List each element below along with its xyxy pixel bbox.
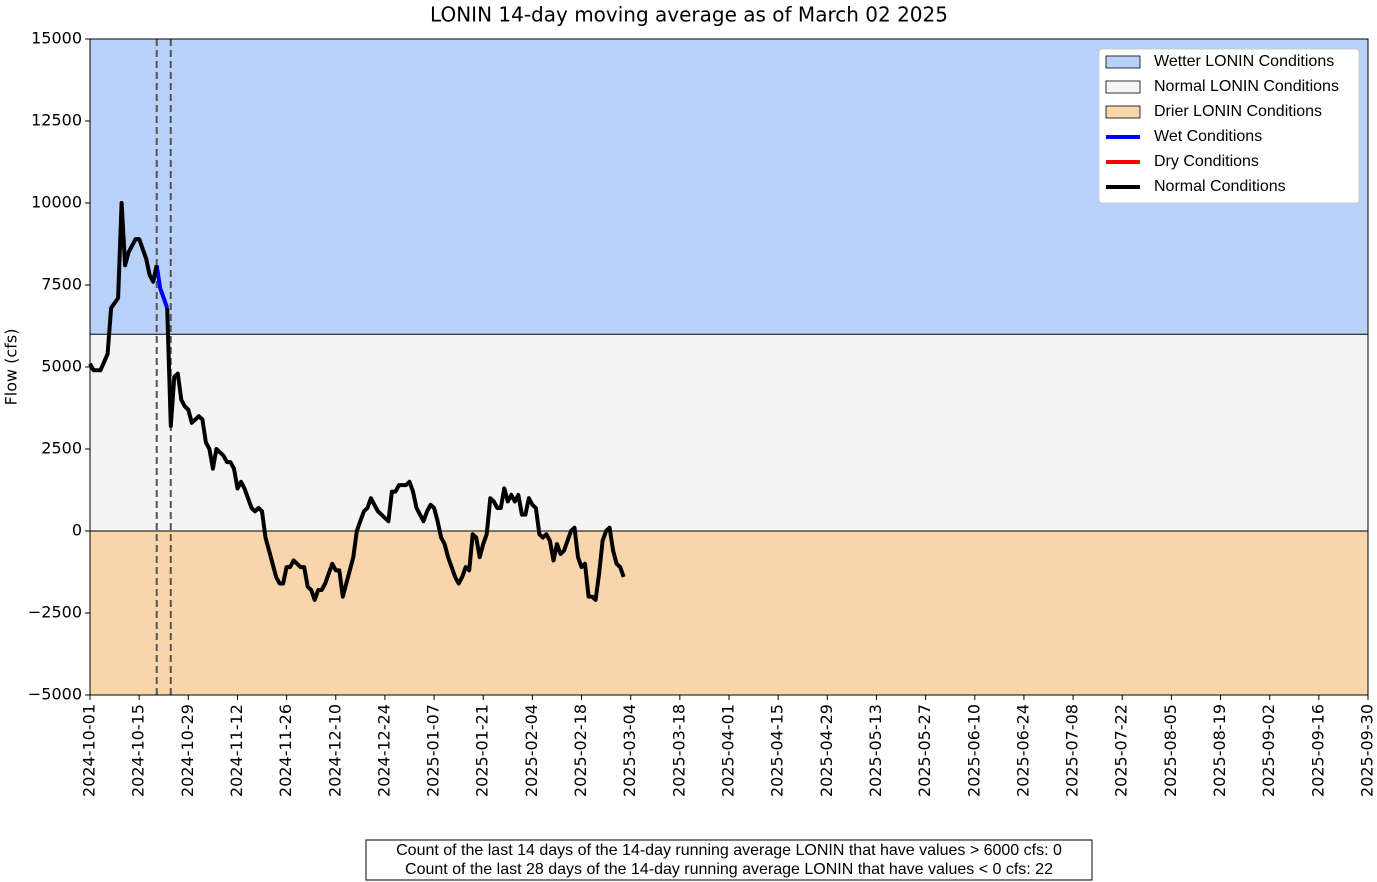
x-tick-label: 2025-09-02: [1259, 704, 1278, 797]
x-tick-label: 2025-03-18: [669, 704, 688, 797]
footnote-box: [365, 839, 1093, 881]
series-line: [154, 264, 170, 309]
footnote-text: Count of the last 28 days of the 14-day …: [405, 861, 1053, 878]
x-tick-label: 2025-06-10: [964, 704, 983, 797]
legend-swatch: [1105, 105, 1141, 119]
x-tick-label: 2025-07-22: [1112, 704, 1131, 797]
x-tick-label: 2024-10-01: [80, 704, 99, 797]
x-tick-label: 2024-10-29: [178, 704, 197, 797]
legend-label: Normal Conditions: [1154, 178, 1286, 195]
x-tick-label: 2024-12-10: [325, 704, 344, 797]
y-tick-label: −5000: [28, 685, 82, 704]
series-line: [88, 201, 159, 373]
y-axis-label: Flow (cfs): [2, 329, 21, 406]
x-tick-label: 2025-08-19: [1210, 704, 1229, 797]
x-tick-label: 2025-09-16: [1308, 704, 1327, 797]
footnote-text: Count of the last 14 days of the 14-day …: [396, 842, 1062, 859]
y-tick-label: 15000: [31, 29, 82, 48]
x-tick-label: 2025-04-29: [817, 704, 836, 797]
chart-title: LONIN 14-day moving average as of March …: [430, 3, 948, 27]
legend-label: Drier LONIN Conditions: [1154, 103, 1322, 120]
legend-box: [1098, 48, 1360, 204]
band: [90, 334, 1368, 531]
x-tick-label: 2025-05-13: [866, 704, 885, 797]
x-tick-label: 2025-07-08: [1063, 704, 1082, 797]
x-tick-label: 2025-09-30: [1358, 704, 1377, 797]
legend-swatch: [1105, 55, 1141, 69]
legend-label: Normal LONIN Conditions: [1154, 78, 1339, 95]
x-tick-label: 2025-04-15: [768, 704, 787, 797]
x-tick-label: 2025-01-21: [473, 704, 492, 797]
x-tick-label: 2024-11-26: [276, 704, 295, 797]
x-tick-label: 2025-01-07: [424, 704, 443, 797]
x-tick-label: 2024-11-12: [227, 704, 246, 797]
y-tick-label: 5000: [41, 357, 82, 376]
band: [90, 531, 1368, 695]
y-tick-label: 0: [72, 521, 82, 540]
legend-label: Wet Conditions: [1154, 128, 1262, 145]
y-tick-label: 12500: [31, 111, 82, 130]
legend-swatch: [1105, 80, 1141, 94]
x-tick-label: 2025-03-04: [620, 704, 639, 797]
x-tick-label: 2025-02-18: [571, 704, 590, 797]
x-tick-label: 2025-06-24: [1013, 704, 1032, 797]
y-tick-label: 10000: [31, 193, 82, 212]
x-tick-label: 2024-10-15: [129, 704, 148, 797]
x-tick-label: 2025-05-27: [915, 704, 934, 797]
y-tick-label: −2500: [28, 603, 82, 622]
x-tick-label: 2025-08-05: [1161, 704, 1180, 797]
y-tick-label: 2500: [41, 439, 82, 458]
legend-label: Dry Conditions: [1154, 153, 1259, 170]
legend-label: Wetter LONIN Conditions: [1154, 53, 1334, 70]
x-tick-label: 2024-12-24: [374, 704, 393, 797]
x-tick-label: 2025-02-04: [522, 704, 541, 797]
y-tick-label: 7500: [41, 275, 82, 294]
series-line: [165, 307, 626, 602]
x-tick-label: 2025-04-01: [719, 704, 738, 797]
